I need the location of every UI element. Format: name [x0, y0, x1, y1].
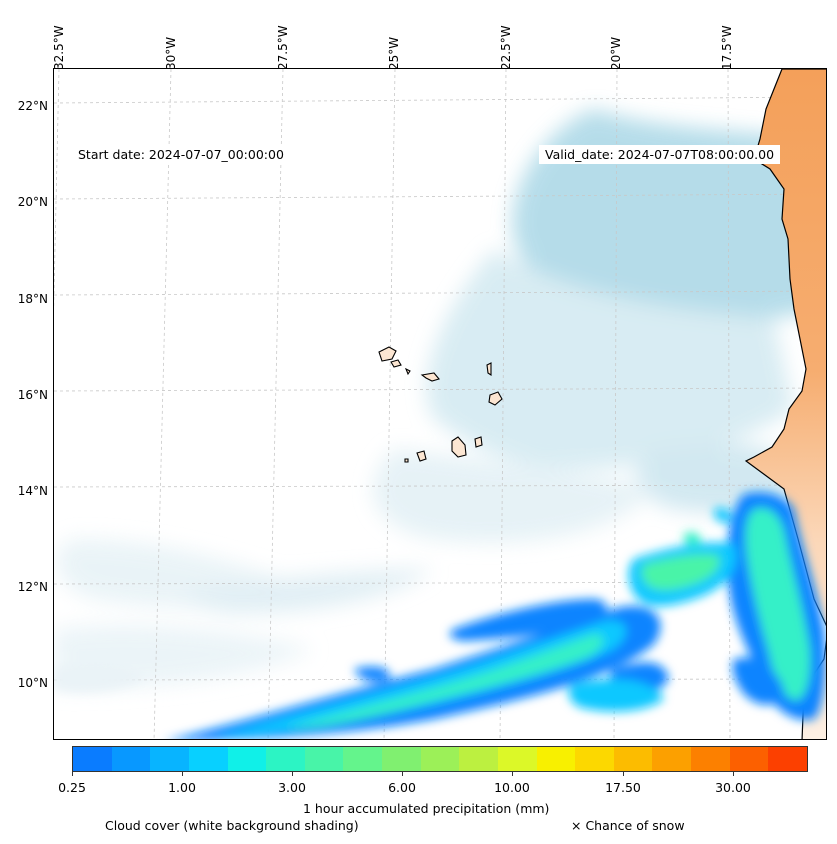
colorbar-tick-label: 17.50 [605, 780, 641, 795]
colorbar-tick-mark [402, 772, 403, 776]
colorbar-tick-mark [623, 772, 624, 776]
colorbar-segment [73, 747, 112, 771]
valid-date-label: Valid_date: 2024-07-07T08:00:00.00 [539, 145, 781, 164]
colorbar-segment [111, 747, 151, 771]
colorbar-tick-mark [182, 772, 183, 776]
colorbar-segment [459, 747, 498, 771]
colorbar-segment [691, 747, 730, 771]
colorbar-segment [613, 747, 653, 771]
lat-label: 18°N [17, 292, 48, 306]
lat-label: 22°N [17, 99, 48, 113]
lat-label: 16°N [17, 388, 48, 402]
lon-label: 32.5°W [52, 25, 66, 70]
colorbar-tick-mark [512, 772, 513, 776]
colorbar-segment [497, 747, 537, 771]
colorbar-tick-label: 3.00 [278, 780, 306, 795]
lon-label: 27.5°W [276, 25, 290, 70]
precipitation-field [54, 492, 826, 739]
colorbar-segment [382, 747, 421, 771]
colorbar-segment [304, 747, 344, 771]
colorbar-segment [729, 747, 769, 771]
colorbar-tick-label: 1.00 [168, 780, 196, 795]
colorbar-segment [575, 747, 614, 771]
lat-label: 10°N [17, 676, 48, 690]
colorbar-segment [227, 747, 267, 771]
precipitation-colorbar [72, 746, 808, 772]
lat-label: 20°N [17, 195, 48, 209]
colorbar-tick-label: 10.00 [494, 780, 530, 795]
colorbar-segment [266, 747, 305, 771]
lat-label: 14°N [17, 484, 48, 498]
lon-label: 17.5°W [720, 25, 734, 70]
colorbar-tick-mark [292, 772, 293, 776]
map-canvas [54, 69, 826, 739]
lon-label: 20°W [609, 36, 623, 70]
colorbar-segment [188, 747, 228, 771]
colorbar-segment [420, 747, 460, 771]
colorbar-tick-mark [733, 772, 734, 776]
lat-label: 12°N [17, 580, 48, 594]
lon-label: 30°W [164, 36, 178, 70]
lon-label: 25°W [387, 36, 401, 70]
cloud-cover-shading [54, 109, 826, 689]
cape-verde-islands [378, 346, 503, 463]
snow-caption: × Chance of snow [571, 818, 685, 833]
colorbar-segment [536, 747, 576, 771]
colorbar-segment [343, 747, 382, 771]
colorbar-tick-label: 30.00 [715, 780, 751, 795]
colorbar-label: 1 hour accumulated precipitation (mm) [303, 801, 550, 816]
cloud-cover-caption: Cloud cover (white background shading) [105, 818, 359, 833]
colorbar-tick-mark [72, 772, 73, 776]
colorbar-tick-label: 0.25 [58, 780, 86, 795]
colorbar-tick-label: 6.00 [388, 780, 416, 795]
colorbar-segment [652, 747, 691, 771]
start-date-label: Start date: 2024-07-07_00:00:00 [72, 145, 290, 164]
map-panel[interactable]: Start date: 2024-07-07_00:00:00 Valid_da… [53, 68, 827, 740]
colorbar-segment [768, 747, 807, 771]
lon-label: 22.5°W [499, 25, 513, 70]
colorbar-segment [150, 747, 189, 771]
